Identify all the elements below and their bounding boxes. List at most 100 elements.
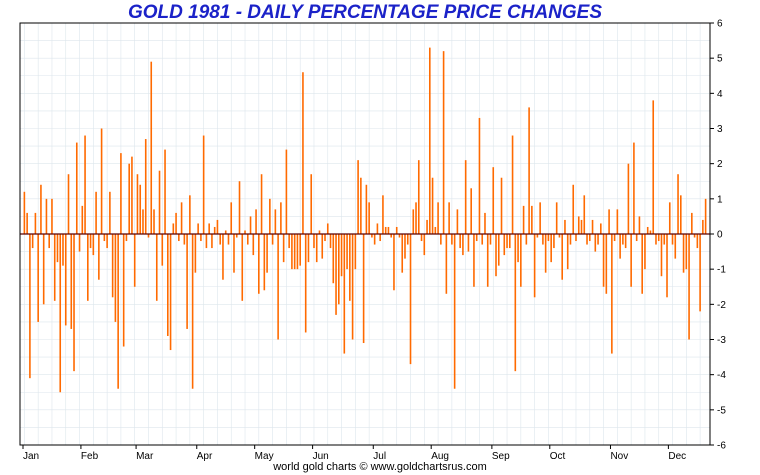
bar <box>390 234 392 238</box>
bar <box>260 174 263 234</box>
bar <box>481 234 484 245</box>
bar <box>31 234 34 249</box>
bar <box>222 234 224 280</box>
bar <box>613 234 616 242</box>
bar <box>150 61 153 235</box>
bar <box>696 234 699 249</box>
bar <box>561 234 563 280</box>
bar <box>269 198 271 234</box>
bar <box>42 234 45 305</box>
bar <box>252 234 255 256</box>
bar <box>522 205 525 234</box>
bar <box>191 234 194 389</box>
bar <box>211 234 213 249</box>
bar <box>100 128 103 234</box>
bar <box>445 234 448 294</box>
bar <box>580 219 583 234</box>
bar <box>531 205 533 234</box>
x-axis-ticks: Jan Feb Mar Apr May Jun Jul Aug Sep Oct Nov Dec <box>22 445 686 462</box>
bar <box>528 107 530 234</box>
y-tick-label: 4 <box>717 89 723 100</box>
bar <box>404 234 406 259</box>
bar <box>633 142 635 234</box>
bar <box>175 212 177 234</box>
bar <box>343 234 346 354</box>
bar <box>475 234 478 242</box>
bar <box>365 184 368 234</box>
bar <box>693 234 696 238</box>
bar <box>544 234 547 273</box>
bar <box>660 234 663 277</box>
chart-title: GOLD 1981 - DAILY PERCENTAGE PRICE CHANG… <box>127 2 603 23</box>
bar <box>591 219 594 234</box>
bar <box>412 209 415 234</box>
bar <box>197 223 199 234</box>
x-tick-label: Jun <box>313 451 329 462</box>
y-tick-label: 0 <box>717 230 723 241</box>
bar <box>89 234 92 249</box>
bar <box>307 234 310 263</box>
bar <box>213 226 216 234</box>
bar <box>384 226 387 234</box>
bar <box>263 234 266 291</box>
bar <box>98 234 100 280</box>
bar <box>288 234 290 249</box>
bar <box>509 234 511 249</box>
bar <box>81 205 84 234</box>
bar <box>704 198 707 234</box>
bar <box>48 234 50 249</box>
bar <box>453 234 456 389</box>
y-tick-label: 5 <box>717 54 723 65</box>
y-tick-label: -3 <box>717 335 726 346</box>
bar <box>274 209 277 234</box>
bar <box>373 234 376 245</box>
bar <box>106 234 108 249</box>
bar <box>53 234 56 301</box>
bar <box>109 191 111 234</box>
bar <box>161 234 164 266</box>
bar <box>128 163 130 234</box>
bar <box>641 234 643 294</box>
bar <box>246 234 249 245</box>
bar <box>235 234 238 238</box>
bar <box>655 234 657 245</box>
bar <box>238 181 241 234</box>
bar <box>59 234 62 393</box>
bar <box>158 170 161 234</box>
bar <box>321 234 324 259</box>
x-tick-label: Aug <box>431 451 449 462</box>
bar <box>671 234 674 245</box>
bar <box>495 234 497 277</box>
chart-footer: world gold charts © www.goldchartsrus.co… <box>273 461 487 473</box>
bar <box>520 234 522 287</box>
y-tick-label: -5 <box>717 405 726 416</box>
bar <box>329 234 332 249</box>
bar <box>666 234 668 298</box>
bar <box>572 184 575 234</box>
bar <box>437 202 439 234</box>
bar <box>70 234 73 329</box>
bar <box>186 234 188 329</box>
bar <box>29 234 31 379</box>
y-tick-label: 1 <box>717 194 723 205</box>
bar <box>657 234 660 242</box>
bar <box>434 226 437 234</box>
bar <box>133 234 136 287</box>
bar <box>167 234 169 336</box>
bar <box>525 234 528 245</box>
bar <box>484 212 486 234</box>
bar <box>26 212 28 234</box>
bar <box>326 223 329 234</box>
bar <box>395 226 398 234</box>
bar <box>398 234 401 238</box>
bar <box>668 202 671 234</box>
bar <box>282 234 285 263</box>
bar <box>685 234 688 270</box>
bar <box>95 191 97 234</box>
bar <box>155 234 158 301</box>
bar <box>594 234 597 252</box>
bar <box>448 202 450 234</box>
bar <box>230 202 233 234</box>
y-tick-label: -4 <box>717 370 726 381</box>
